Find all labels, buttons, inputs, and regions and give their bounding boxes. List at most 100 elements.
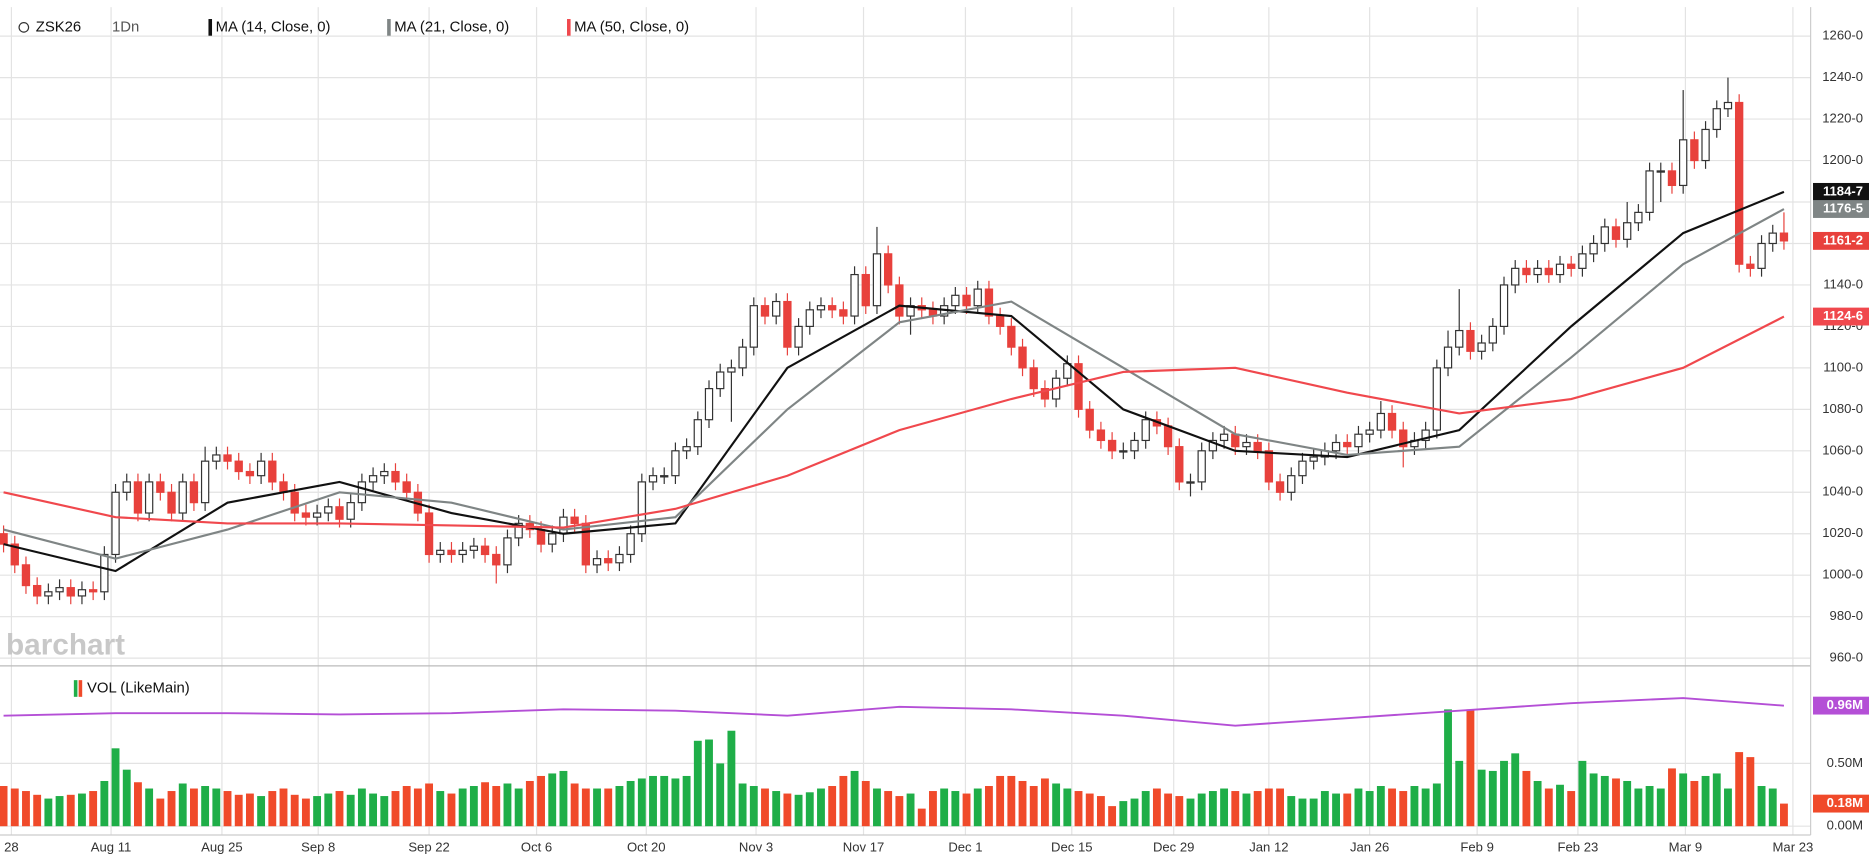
volume-bar xyxy=(940,788,949,827)
volume-bar xyxy=(178,783,187,827)
candle-body xyxy=(1522,267,1531,276)
volume-bar xyxy=(1152,788,1161,827)
volume-bar xyxy=(1746,757,1755,827)
price-marker xyxy=(1813,696,1869,715)
line xyxy=(3,190,1785,573)
symbol: ZSK26 xyxy=(36,19,81,35)
candle-body xyxy=(1768,232,1777,245)
y-tick-label: 980-0 xyxy=(1830,608,1864,623)
x-tick-label: Nov 3 xyxy=(739,840,773,855)
volume-bar xyxy=(906,793,915,827)
candle-body xyxy=(592,558,602,566)
candle-body xyxy=(1611,226,1621,240)
volume-bar xyxy=(1096,796,1105,827)
candle-body xyxy=(279,481,288,493)
volume-bar xyxy=(705,739,713,827)
volume-bar xyxy=(380,796,389,827)
candle-body xyxy=(783,300,792,348)
volume-bar xyxy=(1735,752,1744,827)
candle-body xyxy=(626,533,635,556)
x-tick-label: Sep 8 xyxy=(301,840,335,855)
candle-body xyxy=(615,553,624,564)
volume-bar xyxy=(1556,784,1564,827)
volume-bar xyxy=(1645,786,1654,827)
y-tick-label: 0.00M xyxy=(1827,818,1863,833)
candle-body xyxy=(1197,450,1206,483)
candle-body xyxy=(749,305,758,348)
volume-bar xyxy=(1623,780,1632,827)
candle-body xyxy=(1163,425,1173,448)
candle-body xyxy=(1275,481,1285,493)
x-tick-label: Dec 15 xyxy=(1051,840,1093,855)
volume-bar xyxy=(962,793,971,827)
candle-body xyxy=(301,512,311,518)
candle-body xyxy=(1544,267,1553,276)
volume-bar xyxy=(828,786,837,827)
candle-body xyxy=(1600,226,1609,245)
candle-body xyxy=(895,284,904,317)
candle-body xyxy=(1040,388,1050,400)
volume-bar xyxy=(1063,788,1072,827)
candle-body xyxy=(1074,363,1083,410)
volume-bar xyxy=(1466,709,1475,827)
volume-bar xyxy=(873,788,881,827)
candle-body xyxy=(32,584,42,597)
volume-bar xyxy=(1600,775,1609,827)
x-tick-label: Feb 9 xyxy=(1460,840,1493,855)
volume-bar xyxy=(1432,783,1441,827)
candle-body xyxy=(1331,441,1341,452)
candle-body xyxy=(1511,267,1520,286)
price-marker-label: 1184-7 xyxy=(1823,183,1863,198)
y-tick-label: 1220-0 xyxy=(1822,111,1863,126)
y-tick-label: 960-0 xyxy=(1830,650,1864,665)
volume-bar xyxy=(55,796,64,827)
candle-body xyxy=(682,446,691,452)
volume-bar xyxy=(167,791,176,827)
volume-bar xyxy=(1421,788,1430,827)
candle-body xyxy=(1488,325,1497,344)
volume-bar xyxy=(44,798,53,827)
eye-icon[interactable] xyxy=(18,22,30,33)
x-tick-label: Dec 29 xyxy=(1153,840,1195,855)
candle-body xyxy=(368,475,378,483)
candle-body xyxy=(727,367,736,373)
candle-body xyxy=(514,522,523,539)
y-tick-label: 1200-0 xyxy=(1822,152,1863,167)
line xyxy=(3,315,1785,529)
x-tick-label: Mar 9 xyxy=(1669,840,1702,855)
candle-body xyxy=(1623,222,1632,240)
candle-body xyxy=(1679,139,1688,187)
volume-bar xyxy=(839,775,848,827)
legend-swatch xyxy=(208,19,213,36)
candle-body xyxy=(951,294,960,307)
volume-bar xyxy=(1455,760,1464,827)
candle-body xyxy=(256,460,266,477)
volume-bar xyxy=(1197,793,1206,827)
volume-bar xyxy=(559,770,568,827)
candle-body xyxy=(1287,475,1296,493)
candle-body xyxy=(1096,429,1106,442)
volume-bar xyxy=(1544,788,1553,827)
candle-body xyxy=(1107,439,1117,452)
volume-bar xyxy=(134,782,142,827)
candle-body xyxy=(1365,429,1374,435)
y-tick-label: 1000-0 xyxy=(1822,567,1863,582)
volume-bar xyxy=(346,794,355,827)
candle-body xyxy=(1578,253,1587,269)
legend-swatch xyxy=(73,680,78,697)
candle-body xyxy=(1701,128,1710,162)
volume-bar xyxy=(917,808,926,827)
candle-body xyxy=(772,300,781,317)
candle-body xyxy=(268,460,277,483)
legend: ZSK26 1Dn MA (14, Close, 0) MA (21, Clos… xyxy=(18,19,689,697)
x-tick-label: Dec 1 xyxy=(948,840,982,855)
candle-body xyxy=(1746,263,1755,269)
volume-bar xyxy=(1029,786,1038,827)
y-tick-label: 1240-0 xyxy=(1822,69,1863,84)
grid xyxy=(0,7,1811,836)
x-tick-label: 28 xyxy=(4,840,19,855)
volume-bar xyxy=(469,786,478,827)
candle-body xyxy=(391,470,400,483)
volume-bar xyxy=(1511,753,1520,827)
